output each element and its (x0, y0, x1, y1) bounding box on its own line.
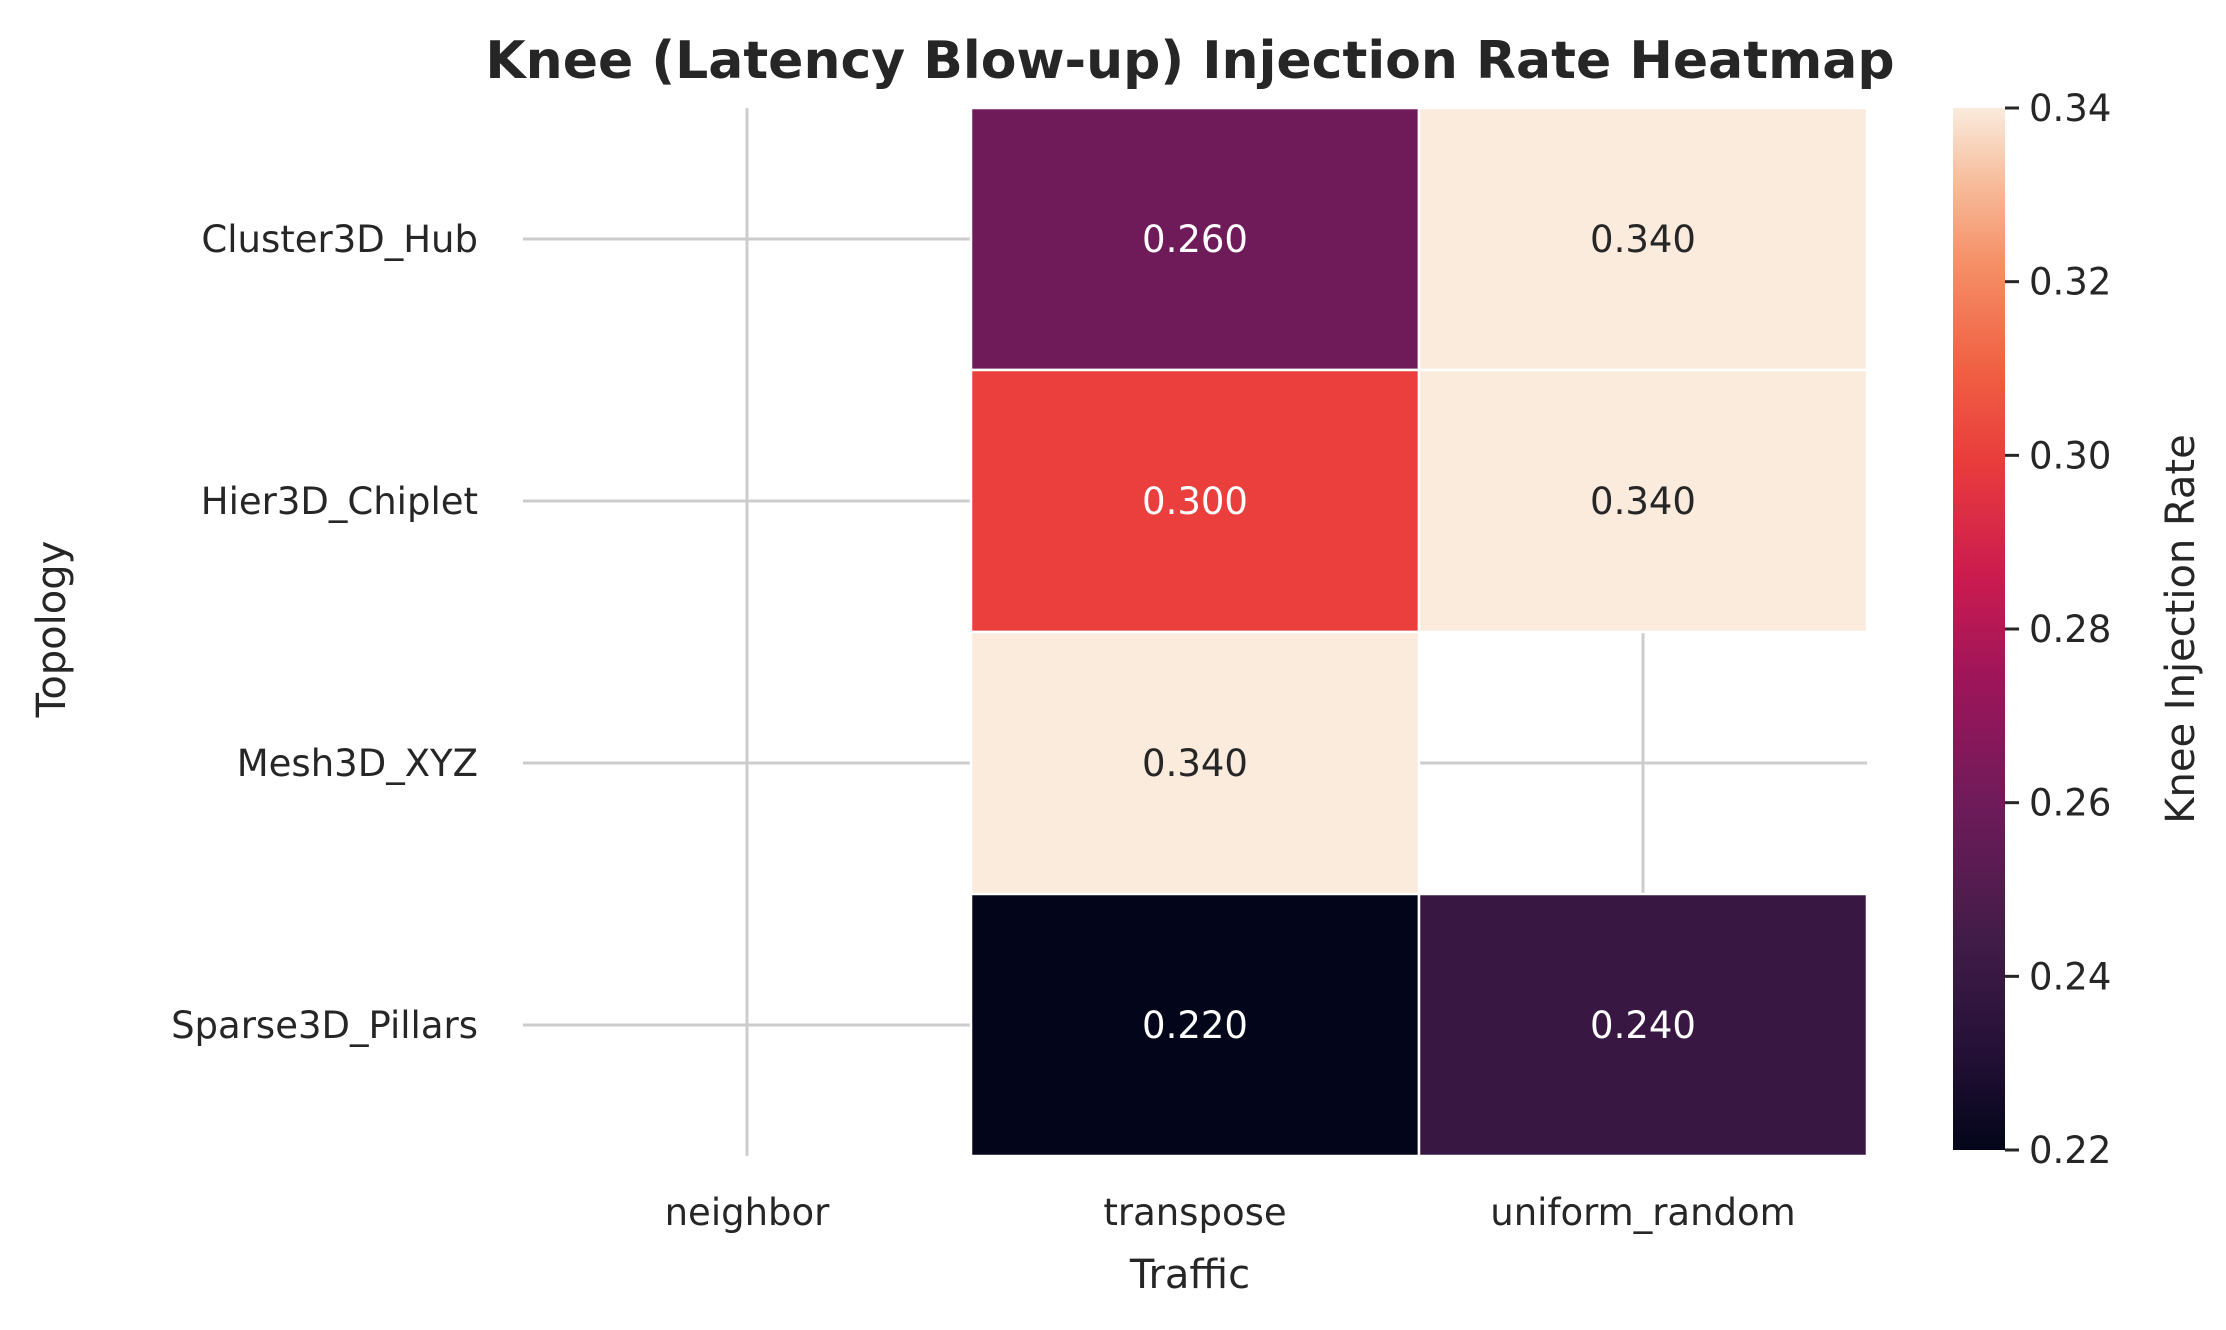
cell-value-label: 0.220 (1142, 1004, 1248, 1047)
heatmap-cell (969, 368, 1421, 634)
y-tick-label: Sparse3D_Pillars (171, 1004, 478, 1047)
chart-title: Knee (Latency Blow-up) Injection Rate He… (485, 31, 1894, 91)
colorbar-tick-label: 0.26 (2029, 782, 2111, 825)
heatmap-cells: 0.260 0.340 0.300 0.340 0.340 0.220 0.240 (969, 106, 1869, 1158)
y-tick-label: Hier3D_Chiplet (201, 480, 478, 523)
heatmap-cell (969, 892, 1421, 1158)
cell-value-label: 0.340 (1590, 480, 1696, 523)
y-tick-labels: Cluster3D_Hub Hier3D_Chiplet Mesh3D_XYZ Spa… (171, 218, 478, 1047)
colorbar-tick-label: 0.32 (2029, 261, 2111, 304)
x-tick-labels: neighbor transpose uniform_random (665, 1191, 1796, 1234)
cell-value-label: 0.340 (1590, 218, 1696, 261)
y-axis-label: Topology (29, 541, 75, 719)
cell-value-label: 0.300 (1142, 480, 1248, 523)
cell-value-label: 0.260 (1142, 218, 1248, 261)
colorbar-tick-label: 0.28 (2029, 608, 2111, 651)
colorbar-tick-label: 0.22 (2029, 1129, 2111, 1172)
cell-value-label: 0.340 (1142, 742, 1248, 785)
x-tick-label: neighbor (665, 1191, 831, 1234)
heatmap-cell (1417, 892, 1869, 1158)
heatmap-cell (1417, 106, 1869, 372)
colorbar-label: Knee Injection Rate (2158, 434, 2204, 823)
y-tick-label: Cluster3D_Hub (201, 218, 478, 261)
colorbar-gradient (1953, 108, 2005, 1150)
colorbar-tick-label: 0.24 (2029, 955, 2111, 998)
heatmap-cell (969, 630, 1421, 896)
x-axis-label: Traffic (1129, 1252, 1250, 1298)
heatmap-cell (1417, 368, 1869, 634)
x-tick-label: uniform_random (1490, 1191, 1795, 1234)
colorbar-tick-label: 0.34 (2029, 87, 2111, 130)
y-tick-label: Mesh3D_XYZ (237, 742, 478, 785)
cell-value-label: 0.240 (1590, 1004, 1696, 1047)
colorbar: 0.22 0.24 0.26 0.28 0.30 0.32 0.34 Knee Inject… (1953, 87, 2204, 1172)
colorbar-tick-label: 0.30 (2029, 434, 2111, 477)
x-tick-label: transpose (1103, 1191, 1286, 1234)
colorbar-ticks: 0.22 0.24 0.26 0.28 0.30 0.32 0.34 (2005, 87, 2111, 1172)
